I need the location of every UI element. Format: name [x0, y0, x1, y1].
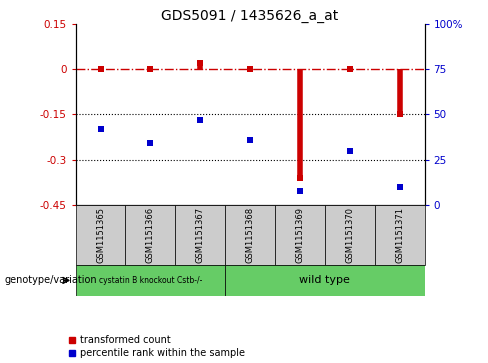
Text: GSM1151365: GSM1151365 — [96, 207, 105, 263]
Text: GSM1151367: GSM1151367 — [196, 207, 205, 263]
Bar — [125, 205, 175, 265]
Text: GSM1151368: GSM1151368 — [245, 207, 255, 263]
Bar — [175, 205, 225, 265]
Legend: transformed count, percentile rank within the sample: transformed count, percentile rank withi… — [68, 335, 245, 358]
Text: GSM1151371: GSM1151371 — [395, 207, 404, 263]
Bar — [76, 265, 225, 296]
Title: GDS5091 / 1435626_a_at: GDS5091 / 1435626_a_at — [162, 9, 339, 23]
Bar — [275, 205, 325, 265]
Text: GSM1151366: GSM1151366 — [146, 207, 155, 263]
Text: genotype/variation: genotype/variation — [5, 276, 98, 285]
Bar — [76, 205, 125, 265]
Bar — [325, 205, 375, 265]
Text: GSM1151369: GSM1151369 — [295, 207, 305, 263]
Text: GSM1151370: GSM1151370 — [346, 207, 354, 263]
Text: cystatin B knockout Cstb-/-: cystatin B knockout Cstb-/- — [99, 276, 202, 285]
Bar — [375, 205, 425, 265]
Text: wild type: wild type — [300, 276, 350, 285]
Bar — [225, 205, 275, 265]
Bar — [225, 265, 425, 296]
